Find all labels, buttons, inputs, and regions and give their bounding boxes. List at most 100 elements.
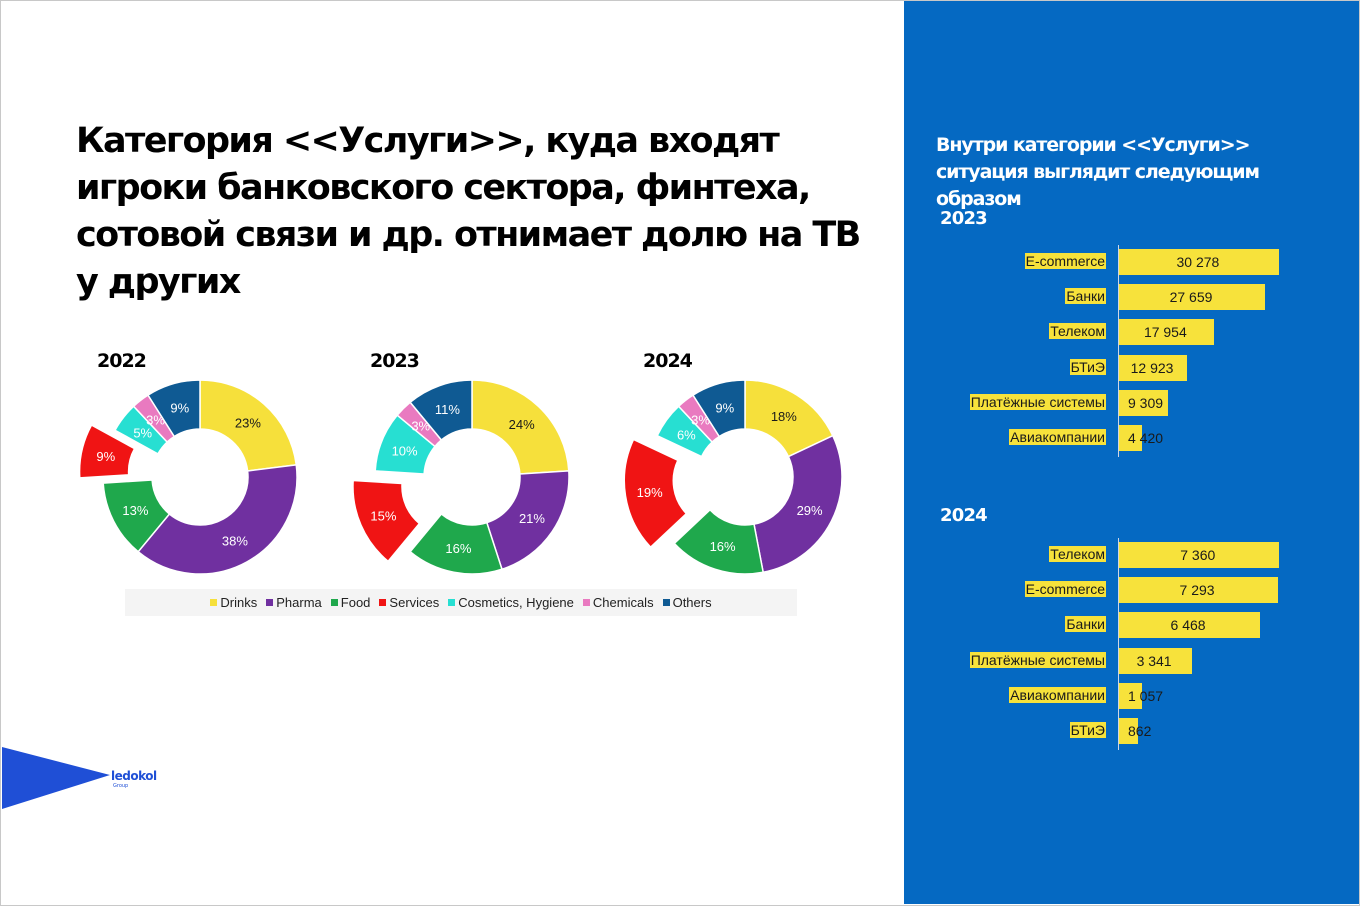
donut-2022-slice-pharma <box>137 464 298 575</box>
bar-row-2024: Авиакомпании 1 057 <box>904 682 1359 709</box>
legend-label: Cosmetics, Hygiene <box>458 595 574 610</box>
legend-label: Food <box>340 595 371 610</box>
bar-category-label-2023: Телеком <box>1049 323 1106 340</box>
donut-year-2023: 2023 <box>370 350 420 372</box>
donut-2023-label-food: 16% <box>445 541 471 556</box>
bar-2023-4 <box>1119 389 1169 416</box>
bar-2023-2 <box>1119 319 1214 346</box>
bar-row-2023: БТиЭ 12 923 <box>904 354 1359 381</box>
bar-row-2024: Банки 6 468 <box>904 612 1359 639</box>
donut-2023-label-others: 11% <box>435 402 460 417</box>
bar-value-label-2024: 1 057 <box>1128 687 1164 704</box>
donut-2024-label-drinks: 18% <box>771 409 797 424</box>
donut-2023-label-chemicals: 3% <box>411 419 430 434</box>
donut-2022-label-services: 9% <box>96 449 115 464</box>
bar-axis-2024 <box>1118 538 1119 750</box>
bar-category-label-2023: E-commerce <box>1024 253 1106 269</box>
legend-item-cosmetics-hygiene: Cosmetics, Hygiene <box>448 595 574 610</box>
donut-2023-slice-services <box>352 479 421 563</box>
bar-2024-5 <box>1119 718 1138 744</box>
donut-2024-label-cosmetics-hygiene: 6% <box>677 427 696 442</box>
donut-2024-label-chemicals: 3% <box>691 413 710 428</box>
donut-year-2022: 2022 <box>97 350 147 372</box>
donut-2022-label-pharma: 38% <box>222 534 248 549</box>
donut-2022-slice-drinks <box>199 379 298 472</box>
bar-category-label-2023: Банки <box>1065 288 1106 305</box>
donut-2024-label-pharma: 29% <box>797 503 823 518</box>
bar-value-label-2024: 862 <box>1128 723 1152 739</box>
donut-2022-slice-food <box>102 479 171 553</box>
donut-2023-label-drinks: 24% <box>509 417 535 432</box>
left-panel: Категория <<Услуги>>, куда входят игроки… <box>1 1 904 904</box>
bar-row-2023: Платёжные системы 9 309 <box>904 389 1359 416</box>
bar-row-2024: E-commerce 7 293 <box>904 577 1359 604</box>
donut-2023-slice-drinks <box>471 379 570 475</box>
bar-category-label-2023: БТиЭ <box>1069 358 1106 375</box>
bar-value-label-2023: 27 659 <box>1169 289 1213 306</box>
legend-swatch <box>266 599 274 606</box>
slide-title: Категория <<Услуги>>, куда входят игроки… <box>76 121 861 302</box>
donut-2024-slice-pharma <box>753 434 843 574</box>
legend-swatch <box>662 599 670 606</box>
ledokol-logo-shape <box>2 747 110 809</box>
donut-2024-label-food: 16% <box>710 539 736 554</box>
donut-2022-label-others: 9% <box>170 400 189 415</box>
bar-2023-5 <box>1119 425 1143 451</box>
bar-category-label-2024: Платёжные системы <box>969 651 1106 668</box>
donut-2024-slice-others <box>691 379 746 438</box>
donut-2023-label-services: 15% <box>370 508 396 523</box>
legend-label: Pharma <box>276 595 322 610</box>
legend-swatch <box>448 599 456 606</box>
bar-value-label-2023: 4 420 <box>1128 430 1164 446</box>
donut-2022-slice-services <box>78 424 136 479</box>
bar-2024-3 <box>1119 647 1192 674</box>
bar-category-label-2024: Телеком <box>1049 546 1106 562</box>
bar-2023-0 <box>1119 249 1279 275</box>
donut-2022-slice-others <box>146 379 201 438</box>
bar-category-label-2024: Банки <box>1065 616 1106 633</box>
legend-item-services: Services <box>379 595 439 610</box>
bar-value-label-2024: 7 360 <box>1180 547 1216 563</box>
donut-2024-label-others: 9% <box>715 400 734 415</box>
bar-category-label-2023: Авиакомпании <box>1009 429 1106 445</box>
bar-value-label-2023: 17 954 <box>1143 324 1187 341</box>
bar-value-label-2023: 9 309 <box>1128 394 1164 411</box>
legend-label: Others <box>672 595 712 610</box>
bar-row-2024: БТиЭ 862 <box>904 718 1359 744</box>
bar-value-label-2024: 3 341 <box>1136 652 1172 669</box>
bar-value-label-2023: 12 923 <box>1130 359 1174 376</box>
bar-row-2024: Платёжные системы 3 341 <box>904 647 1359 674</box>
right-panel: Внутри категории <<Услуги>> ситуация выг… <box>904 1 1359 904</box>
legend-item-chemicals: Chemicals <box>582 595 654 610</box>
legend-item-others: Others <box>662 595 712 610</box>
donut-charts: 23%38%13%9%5%3%9%24%21%16%15%10%3%11% 18%… <box>78 379 843 575</box>
bar-category-label-2024: БТиЭ <box>1069 722 1106 738</box>
bar-2023-3 <box>1119 354 1188 381</box>
legend-label: Services <box>389 595 440 610</box>
donut-2024-label-services: 19% <box>637 485 663 500</box>
bar-row-2023: E-commerce 30 278 <box>904 249 1359 275</box>
bar-row-2023: Авиакомпании 4 420 <box>904 425 1359 451</box>
bar-2024-2 <box>1119 612 1260 639</box>
bar-2024-4 <box>1119 682 1142 709</box>
logo-subtitle: Group <box>113 783 129 789</box>
bar-value-label-2023: 30 278 <box>1176 254 1220 270</box>
donut-2024-slice-food <box>673 508 765 575</box>
legend-item-food: Food <box>330 595 371 610</box>
legend-label: Chemicals <box>592 595 654 610</box>
donut-2022-label-chemicals: 3% <box>146 413 165 428</box>
donut-2022-label-cosmetics-hygiene: 5% <box>133 426 152 441</box>
right-panel-title: Внутри категории <<Услуги>> ситуация выг… <box>936 134 1260 210</box>
chart-legend: Drinks Pharma Food Services Cosmetics, Hygie… <box>125 589 797 616</box>
legend-swatch <box>582 599 590 606</box>
donut-2023-slice-pharma <box>485 470 570 571</box>
logo-wordmark: ledokol <box>111 769 157 783</box>
legend-swatch <box>379 599 387 606</box>
bar-year-2024: 2024 <box>940 505 988 526</box>
bar-category-label-2024: Авиакомпании <box>1009 686 1106 703</box>
bar-2023-1 <box>1119 284 1266 311</box>
donut-year-2024: 2024 <box>643 350 693 372</box>
bar-year-2023: 2023 <box>940 208 988 229</box>
bar-axis-2023 <box>1118 245 1119 457</box>
donut-2023-slice-food <box>409 512 503 575</box>
